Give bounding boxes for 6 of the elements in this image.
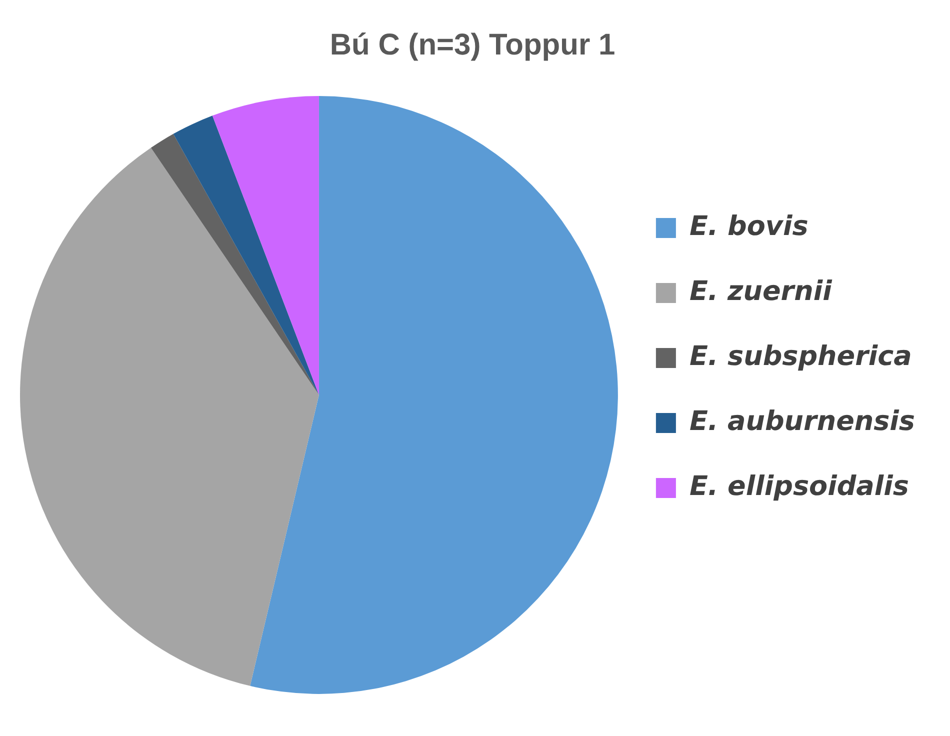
- legend-label: E. auburnensis: [689, 406, 916, 438]
- legend-label: E. ellipsoidalis: [689, 471, 909, 502]
- legend-label: E. bovis: [689, 211, 808, 242]
- chart-title: Bú C (n=3) Toppur 1: [330, 28, 616, 62]
- legend-label: E. subspherica: [689, 341, 912, 372]
- legend-label: E. zuernii: [689, 276, 833, 308]
